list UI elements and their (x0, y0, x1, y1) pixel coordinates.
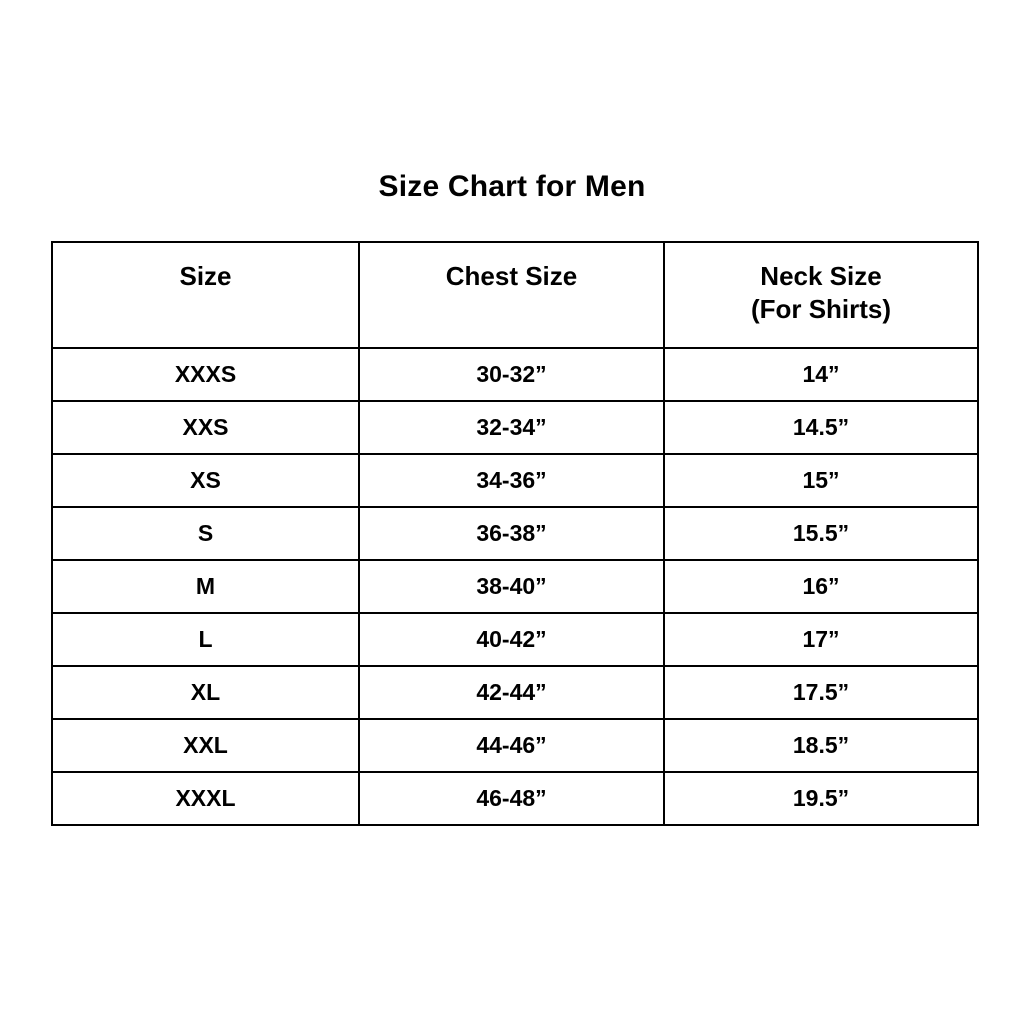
chest-size-cell: 46-48” (358, 771, 665, 826)
size-cell: XXXS (51, 347, 360, 402)
size-cell: L (51, 612, 360, 667)
neck-size-cell: 14.5” (663, 400, 979, 455)
neck-size-cell: 16” (663, 559, 979, 614)
size-chart-table: Size Chest Size Neck Size (For Shirts) X… (51, 241, 979, 826)
header-row: Size Chest Size Neck Size (For Shirts) (51, 241, 979, 349)
table-row: XXS 32-34” 14.5” (51, 400, 979, 455)
size-cell: XL (51, 665, 360, 720)
neck-size-cell: 17.5” (663, 665, 979, 720)
size-cell: XS (51, 453, 360, 508)
column-header-size: Size (51, 241, 360, 349)
size-cell: XXS (51, 400, 360, 455)
chest-size-cell: 44-46” (358, 718, 665, 773)
neck-size-cell: 15” (663, 453, 979, 508)
chest-size-cell: 42-44” (358, 665, 665, 720)
neck-size-label: Neck Size (760, 261, 882, 291)
chest-size-cell: 30-32” (358, 347, 665, 402)
chest-size-cell: 36-38” (358, 506, 665, 561)
table-row: M 38-40” 16” (51, 559, 979, 614)
table-header: Size Chest Size Neck Size (For Shirts) (51, 241, 979, 349)
neck-size-cell: 14” (663, 347, 979, 402)
table-row: L 40-42” 17” (51, 612, 979, 667)
neck-size-cell: 18.5” (663, 718, 979, 773)
chest-size-cell: 34-36” (358, 453, 665, 508)
size-cell: XXL (51, 718, 360, 773)
table-row: XS 34-36” 15” (51, 453, 979, 508)
size-cell: XXXL (51, 771, 360, 826)
table-row: S 36-38” 15.5” (51, 506, 979, 561)
size-cell: S (51, 506, 360, 561)
table-row: XXXS 30-32” 14” (51, 347, 979, 402)
page-title: Size Chart for Men (378, 170, 646, 203)
chest-size-cell: 32-34” (358, 400, 665, 455)
table-body: XXXS 30-32” 14” XXS 32-34” 14.5” XS 34-3… (51, 347, 979, 826)
neck-size-cell: 17” (663, 612, 979, 667)
neck-size-cell: 15.5” (663, 506, 979, 561)
column-header-chest-size: Chest Size (358, 241, 665, 349)
chest-size-cell: 40-42” (358, 612, 665, 667)
neck-size-sublabel: (For Shirts) (750, 293, 892, 324)
table-row: XL 42-44” 17.5” (51, 665, 979, 720)
table-row: XXXL 46-48” 19.5” (51, 771, 979, 826)
table-row: XXL 44-46” 18.5” (51, 718, 979, 773)
chest-size-cell: 38-40” (358, 559, 665, 614)
neck-size-cell: 19.5” (663, 771, 979, 826)
column-header-neck-size: Neck Size (For Shirts) (663, 241, 979, 349)
size-cell: M (51, 559, 360, 614)
